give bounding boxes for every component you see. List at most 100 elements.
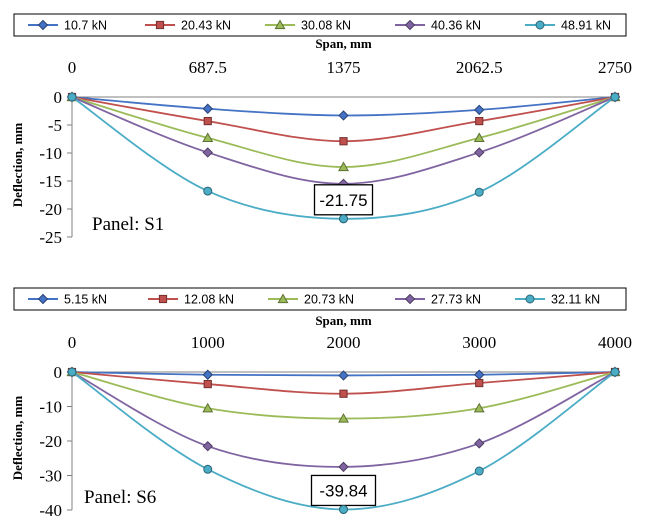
y-tick-label: -15 (39, 172, 62, 191)
data-point (338, 461, 349, 473)
y-tick-label: 0 (54, 363, 63, 382)
data-point (202, 369, 213, 380)
legend-item: 32.11 kN (515, 293, 600, 307)
data-point (475, 378, 484, 388)
callout: -39.84 (310, 474, 377, 514)
legend-marker (404, 19, 416, 31)
y-tick-label: -40 (39, 501, 62, 516)
legend-label: 40.36 kN (431, 19, 481, 33)
y-tick-label: -5 (48, 116, 62, 135)
data-point (202, 103, 213, 114)
legend-marker (535, 20, 545, 30)
y-axis-title: Deflection, mm (10, 396, 25, 481)
y-tick-label: -25 (39, 228, 62, 247)
data-point (203, 116, 212, 126)
x-tick-label: 1375 (327, 58, 361, 77)
data-point (339, 389, 348, 398)
data-point (338, 161, 349, 172)
legend-marker (37, 293, 49, 305)
callout-box (310, 474, 377, 507)
x-tick-label: 0 (68, 333, 77, 352)
data-point (338, 110, 349, 121)
data-point (202, 147, 213, 158)
data-point (474, 104, 485, 116)
x-tick-label: 0 (68, 58, 77, 77)
legend-label: 48.91 kN (561, 19, 611, 33)
callout-box (313, 184, 374, 216)
data-point (475, 116, 484, 126)
legend-label: 20.73 kN (304, 293, 354, 307)
legend-marker (274, 19, 286, 30)
legend: 5.15 kN 12.08 kN 20.73 kN 27.73 kN 32.11 kN (13, 287, 627, 311)
legend-item: 5.15 kN (28, 293, 107, 307)
x-tick-label: 687.5 (189, 58, 227, 77)
data-point (474, 187, 484, 197)
data-point (338, 370, 349, 381)
y-tick-label: -30 (39, 467, 62, 486)
y-axis-title: Deflection, mm (10, 123, 25, 208)
x-tick-label: 1000 (191, 333, 225, 352)
legend-marker (404, 293, 416, 305)
x-tick-label: 2062.5 (456, 58, 503, 77)
x-tick-label: 2000 (327, 333, 361, 352)
data-point (610, 92, 620, 102)
legend-item: 12.08 kN (148, 293, 234, 307)
callout-point (339, 504, 348, 514)
y-tick-label: -10 (39, 398, 62, 417)
chart-panel-2: 5.15 kN 12.08 kN 20.73 kN 27.73 kN 32.11 kN S… (10, 287, 632, 516)
data-point (202, 402, 214, 413)
panel-label: Panel: S1 (92, 214, 164, 235)
x-tick-label: 3000 (462, 333, 496, 352)
x-axis-title: Span, mm (315, 313, 372, 328)
legend-label: 30.08 kN (301, 19, 351, 33)
legend-label: 20.43 kN (181, 19, 231, 33)
data-point (474, 438, 485, 449)
legend-marker (277, 293, 289, 304)
data-point (203, 379, 212, 389)
legend-label: 27.73 kN (431, 293, 481, 307)
y-tick-label: 0 (54, 88, 63, 107)
legend-item: 40.36 kN (395, 19, 481, 33)
legend-item: 20.73 kN (268, 293, 354, 307)
legend-box (13, 287, 627, 311)
data-point (474, 466, 484, 476)
y-tick-label: -20 (39, 432, 62, 451)
callout-point (339, 214, 348, 224)
data-point (473, 132, 485, 142)
legend-marker (158, 294, 168, 304)
legend-marker (155, 20, 165, 30)
data-point (67, 367, 77, 377)
data-point (203, 186, 213, 196)
legend-marker (525, 294, 535, 304)
legend-item: 48.91 kN (525, 19, 611, 33)
data-point (202, 132, 214, 142)
x-tick-label: 4000 (598, 333, 632, 352)
data-point (202, 440, 213, 452)
panel-label: Panel: S6 (84, 487, 156, 508)
x-tick-label: 2750 (598, 58, 632, 77)
data-point (474, 147, 485, 158)
chart-panel-1: 10.7 kN 20.43 kN 30.08 kN 40.36 kN 48.91 kN S… (10, 13, 632, 247)
legend-label: 5.15 kN (64, 293, 107, 307)
legend-label: 32.11 kN (551, 293, 600, 307)
legend-box (13, 13, 627, 37)
data-point (473, 402, 485, 413)
data-point (610, 367, 620, 377)
data-point (203, 464, 213, 474)
y-tick-label: -10 (39, 144, 62, 163)
legend-item: 27.73 kN (395, 293, 481, 307)
legend-label: 10.7 kN (64, 19, 107, 33)
data-point (67, 92, 77, 102)
y-tick-label: -20 (39, 200, 62, 219)
legend: 10.7 kN 20.43 kN 30.08 kN 40.36 kN 48.91 kN (13, 13, 627, 37)
data-point (339, 137, 348, 146)
legend-item: 10.7 kN (28, 19, 107, 33)
data-point (338, 413, 349, 423)
callout: -21.75 (313, 184, 374, 224)
legend-marker (37, 19, 49, 31)
legend-label: 12.08 kN (184, 293, 234, 307)
callout-label: -21.75 (319, 191, 367, 210)
legend-item: 20.43 kN (145, 19, 231, 33)
callout-label: -39.84 (319, 481, 367, 500)
